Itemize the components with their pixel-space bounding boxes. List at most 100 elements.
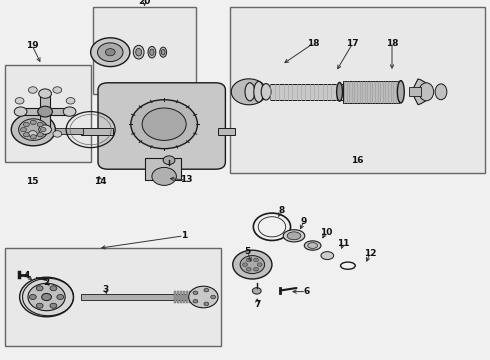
Text: 7: 7 — [254, 300, 261, 309]
Circle shape — [37, 122, 43, 127]
Ellipse shape — [245, 83, 255, 101]
Ellipse shape — [308, 243, 318, 248]
Circle shape — [21, 127, 26, 132]
Circle shape — [19, 119, 48, 140]
Bar — [409, 87, 421, 96]
Circle shape — [50, 286, 57, 291]
Circle shape — [240, 256, 265, 274]
Circle shape — [231, 79, 267, 105]
Text: 15: 15 — [25, 177, 38, 186]
Circle shape — [63, 107, 76, 116]
Bar — [206, 291, 208, 303]
Ellipse shape — [287, 232, 301, 240]
Text: 6: 6 — [303, 287, 309, 296]
Ellipse shape — [254, 81, 264, 102]
Ellipse shape — [435, 84, 447, 100]
Bar — [195, 291, 196, 303]
Text: 17: 17 — [346, 39, 359, 48]
Bar — [54, 128, 83, 134]
Bar — [40, 93, 50, 130]
Text: 14: 14 — [94, 177, 107, 186]
Text: 12: 12 — [364, 249, 376, 258]
Circle shape — [163, 156, 175, 165]
Circle shape — [28, 131, 37, 137]
Bar — [93, 7, 196, 94]
Bar — [218, 128, 235, 135]
Circle shape — [15, 98, 24, 104]
Text: 19: 19 — [25, 40, 38, 49]
Circle shape — [39, 89, 51, 98]
Circle shape — [105, 49, 115, 56]
Bar — [189, 291, 191, 303]
Circle shape — [28, 283, 65, 311]
Bar — [270, 84, 345, 100]
Circle shape — [211, 295, 216, 299]
Circle shape — [40, 127, 46, 132]
Ellipse shape — [136, 49, 142, 56]
Circle shape — [204, 288, 209, 292]
Circle shape — [252, 288, 261, 294]
Bar — [174, 291, 176, 303]
Circle shape — [50, 303, 57, 308]
Text: 1: 1 — [181, 231, 187, 240]
Circle shape — [193, 300, 198, 303]
Circle shape — [36, 303, 43, 308]
Circle shape — [39, 125, 51, 134]
Circle shape — [142, 108, 186, 140]
Circle shape — [30, 135, 36, 139]
Bar — [186, 291, 188, 303]
Text: 20: 20 — [138, 0, 151, 6]
Ellipse shape — [150, 49, 154, 55]
Text: 10: 10 — [319, 228, 332, 237]
Circle shape — [257, 263, 262, 266]
Ellipse shape — [321, 252, 334, 260]
Ellipse shape — [304, 241, 321, 250]
Circle shape — [29, 294, 36, 300]
Ellipse shape — [337, 82, 343, 101]
Bar — [180, 291, 182, 303]
Bar — [145, 158, 181, 180]
Circle shape — [24, 132, 29, 137]
Ellipse shape — [397, 81, 404, 103]
Wedge shape — [412, 79, 430, 105]
Bar — [200, 291, 202, 303]
Circle shape — [30, 120, 36, 125]
Ellipse shape — [419, 83, 434, 101]
Circle shape — [98, 43, 123, 62]
Text: 5: 5 — [245, 248, 250, 256]
Circle shape — [189, 286, 218, 308]
Circle shape — [36, 286, 43, 291]
Circle shape — [66, 98, 75, 104]
Circle shape — [37, 132, 43, 137]
Bar — [183, 291, 185, 303]
Circle shape — [28, 87, 37, 93]
Circle shape — [11, 113, 55, 146]
Bar — [197, 291, 199, 303]
Text: 2: 2 — [44, 278, 49, 287]
Circle shape — [254, 258, 259, 262]
Bar — [81, 128, 113, 135]
FancyBboxPatch shape — [98, 83, 225, 169]
Text: 13: 13 — [180, 175, 193, 184]
Circle shape — [246, 267, 251, 271]
Circle shape — [193, 291, 198, 294]
Circle shape — [57, 294, 64, 300]
Bar — [343, 81, 399, 103]
Text: 11: 11 — [337, 238, 349, 248]
Circle shape — [233, 250, 272, 279]
Ellipse shape — [133, 45, 144, 59]
Text: 8: 8 — [279, 206, 285, 215]
Text: 18: 18 — [307, 39, 320, 48]
Circle shape — [91, 38, 130, 67]
Ellipse shape — [283, 230, 305, 242]
Circle shape — [254, 267, 259, 271]
Ellipse shape — [148, 46, 156, 58]
Circle shape — [14, 107, 27, 116]
Bar — [20, 108, 71, 115]
Circle shape — [53, 131, 62, 137]
Circle shape — [38, 106, 52, 117]
Text: 9: 9 — [300, 217, 307, 226]
Circle shape — [20, 277, 74, 317]
Circle shape — [42, 293, 51, 301]
Text: 16: 16 — [351, 156, 364, 165]
